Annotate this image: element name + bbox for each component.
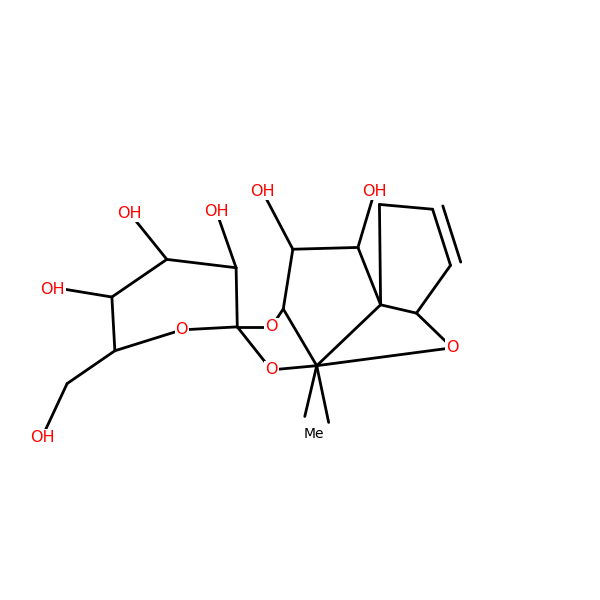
Text: O: O	[446, 340, 458, 355]
Text: OH: OH	[250, 184, 275, 199]
Text: OH: OH	[204, 204, 229, 219]
Text: OH: OH	[118, 206, 142, 221]
Text: Me: Me	[304, 427, 324, 442]
Text: OH: OH	[29, 430, 55, 445]
Text: OH: OH	[40, 282, 65, 297]
Text: O: O	[175, 322, 188, 337]
Text: O: O	[265, 362, 278, 377]
Text: OH: OH	[362, 184, 387, 199]
Text: O: O	[265, 319, 278, 334]
